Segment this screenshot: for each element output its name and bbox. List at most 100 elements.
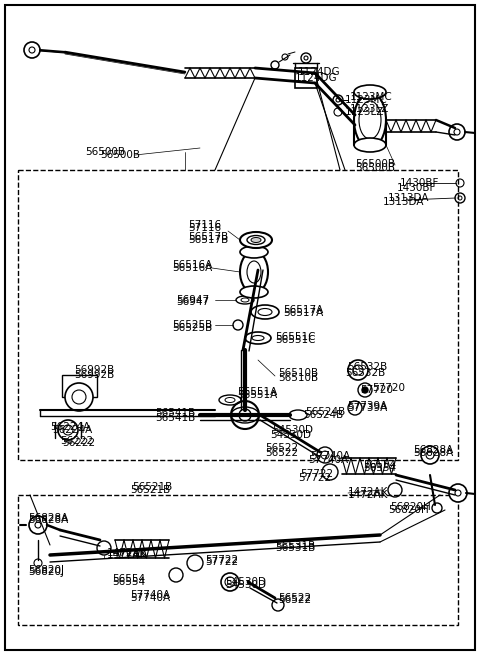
- Circle shape: [317, 447, 333, 463]
- Circle shape: [65, 383, 93, 411]
- Bar: [62, 375, 97, 397]
- Text: 56992B: 56992B: [74, 365, 114, 375]
- Text: 56531B: 56531B: [275, 543, 315, 553]
- Text: 56516A: 56516A: [172, 260, 212, 270]
- Text: 56531B: 56531B: [275, 541, 315, 551]
- Ellipse shape: [240, 246, 268, 258]
- Text: 56541B: 56541B: [155, 408, 195, 418]
- Text: 57740A: 57740A: [310, 451, 350, 461]
- Text: 56521B: 56521B: [132, 482, 172, 492]
- Text: 57722: 57722: [300, 469, 333, 479]
- Text: 56522: 56522: [278, 595, 311, 605]
- Text: 56551C: 56551C: [275, 335, 315, 345]
- Text: 57116: 57116: [188, 223, 221, 233]
- Text: 56222: 56222: [60, 436, 93, 446]
- Bar: [18, 495, 458, 625]
- Circle shape: [421, 446, 439, 464]
- Bar: [18, 170, 458, 460]
- Text: 1472AK: 1472AK: [348, 490, 388, 500]
- Text: 56500B: 56500B: [85, 147, 125, 157]
- Text: 56947: 56947: [176, 297, 209, 307]
- Bar: [295, 68, 317, 88]
- Text: 56828A: 56828A: [413, 445, 453, 455]
- Ellipse shape: [354, 85, 386, 99]
- Text: 57722: 57722: [205, 557, 238, 567]
- Text: 56551A: 56551A: [237, 390, 277, 400]
- Text: 56510B: 56510B: [278, 368, 318, 378]
- Text: 56522: 56522: [278, 593, 311, 603]
- Text: 1313DA: 1313DA: [383, 197, 424, 207]
- Text: 56525B: 56525B: [172, 320, 212, 330]
- Text: 56516A: 56516A: [172, 263, 212, 273]
- Text: 56554: 56554: [363, 463, 396, 473]
- Circle shape: [449, 124, 465, 140]
- Text: 56517B: 56517B: [188, 232, 228, 242]
- Ellipse shape: [354, 138, 386, 152]
- Text: 57739A: 57739A: [347, 401, 387, 411]
- Text: 57720: 57720: [372, 383, 405, 393]
- Text: 56554: 56554: [112, 577, 145, 587]
- Circle shape: [239, 409, 251, 421]
- Ellipse shape: [240, 232, 272, 248]
- Text: 56517B: 56517B: [188, 235, 228, 245]
- Ellipse shape: [240, 286, 268, 298]
- Text: 56828A: 56828A: [413, 448, 453, 458]
- Circle shape: [24, 42, 40, 58]
- Text: 1123MC: 1123MC: [350, 92, 393, 102]
- Text: 54530D: 54530D: [272, 425, 313, 435]
- Text: 1472AK: 1472AK: [107, 550, 147, 560]
- Text: 56500B: 56500B: [355, 163, 395, 173]
- Text: 56532B: 56532B: [345, 368, 385, 378]
- Text: 1430BF: 1430BF: [400, 178, 439, 188]
- Text: 57740A: 57740A: [308, 455, 348, 465]
- Text: 54530D: 54530D: [225, 580, 266, 590]
- Text: 56517A: 56517A: [283, 305, 323, 315]
- Text: 57722: 57722: [298, 473, 331, 483]
- Text: 57740A: 57740A: [130, 593, 170, 603]
- Text: 56541B: 56541B: [155, 413, 195, 423]
- Text: 56947: 56947: [176, 295, 209, 305]
- Text: 56222: 56222: [62, 438, 95, 448]
- Circle shape: [282, 54, 288, 60]
- Text: 1313DA: 1313DA: [388, 193, 430, 203]
- Text: 1472AK: 1472AK: [107, 548, 147, 558]
- Text: 56522: 56522: [265, 443, 298, 453]
- Text: 1124DG: 1124DG: [298, 67, 341, 77]
- Text: 57740A: 57740A: [130, 590, 170, 600]
- Text: 56820J: 56820J: [28, 565, 64, 575]
- Ellipse shape: [251, 238, 261, 242]
- Circle shape: [358, 383, 372, 397]
- Ellipse shape: [240, 251, 268, 293]
- Text: 56828A: 56828A: [28, 513, 68, 523]
- Text: 56524B: 56524B: [303, 410, 343, 420]
- Text: 56224A: 56224A: [50, 422, 90, 432]
- Ellipse shape: [354, 92, 386, 147]
- Text: 56521B: 56521B: [130, 485, 170, 495]
- Text: 54530D: 54530D: [225, 577, 266, 587]
- Text: 56532B: 56532B: [347, 362, 387, 372]
- Text: 57739A: 57739A: [347, 403, 387, 413]
- Circle shape: [449, 484, 467, 502]
- Text: 56510B: 56510B: [278, 373, 318, 383]
- Text: 56524B: 56524B: [305, 407, 345, 417]
- Circle shape: [58, 420, 78, 440]
- Text: 57116: 57116: [188, 220, 221, 230]
- Text: 56820H: 56820H: [390, 502, 431, 512]
- Text: 54530D: 54530D: [270, 430, 311, 440]
- Text: 1123MC: 1123MC: [345, 95, 388, 105]
- Text: 56554: 56554: [363, 460, 396, 470]
- Circle shape: [29, 516, 47, 534]
- Ellipse shape: [348, 360, 368, 380]
- Circle shape: [362, 387, 368, 393]
- Text: 1124DG: 1124DG: [295, 73, 337, 83]
- Text: 56828A: 56828A: [28, 515, 68, 525]
- Text: 56551C: 56551C: [275, 332, 315, 342]
- Text: 56820H: 56820H: [388, 505, 429, 515]
- Text: 1472AK: 1472AK: [348, 487, 388, 497]
- Text: 1123LZ: 1123LZ: [345, 107, 384, 117]
- Text: 56551A: 56551A: [237, 387, 277, 397]
- Text: 56554: 56554: [112, 574, 145, 584]
- Text: 56992B: 56992B: [74, 370, 114, 380]
- Text: 56500B: 56500B: [355, 159, 395, 169]
- Text: 1430BF: 1430BF: [397, 183, 436, 193]
